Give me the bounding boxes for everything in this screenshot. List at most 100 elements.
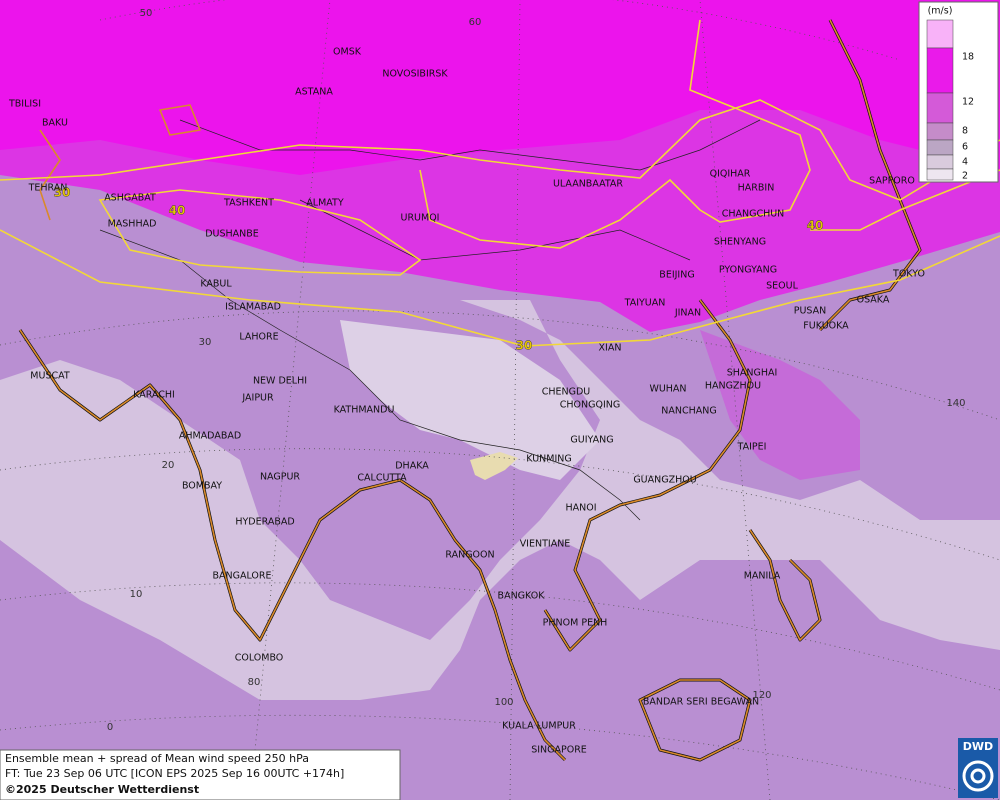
city-label: CHENGDU	[542, 387, 591, 398]
city-label: PHNOM PENH	[543, 618, 608, 629]
light-wind-area	[340, 320, 600, 480]
city-label: LAHORE	[239, 332, 278, 343]
city-label: ASHGABAT	[104, 193, 156, 204]
isotach-label: 40	[807, 219, 824, 233]
city-label: ULAANBAATAR	[553, 179, 623, 190]
moderate-wind-area	[700, 330, 860, 480]
isotach-label: 30	[54, 186, 71, 200]
isotach-label: 40	[169, 204, 186, 218]
city-label: DUSHANBE	[205, 229, 259, 240]
isotach-line	[810, 169, 1000, 231]
graticule-label: 140	[946, 398, 965, 409]
legend-swatch	[926, 168, 954, 181]
graticule-line	[509, 0, 521, 800]
legend-label: 4	[962, 157, 968, 168]
legend-labels: 18 12 8 6 4 2	[962, 52, 974, 182]
logo-box	[958, 738, 998, 798]
city-label: AHMADABAD	[179, 431, 241, 442]
graticule-label: 20	[162, 460, 175, 471]
city-label: SHANGHAI	[727, 368, 778, 379]
caption-box	[0, 749, 401, 800]
border-line	[299, 199, 691, 261]
city-label: QIQIHAR	[710, 169, 751, 180]
legend-label: 8	[962, 126, 968, 137]
coastlines	[18, 19, 922, 762]
legend-swatch	[926, 19, 954, 49]
city-label: GUIYANG	[570, 435, 613, 446]
legend-label: 2	[962, 171, 968, 182]
city-label: URUMQI	[401, 213, 440, 224]
legend-label: 18	[962, 52, 974, 63]
legend-swatch	[926, 139, 954, 156]
graticule-label: 0	[107, 722, 113, 733]
city-label: TOKYO	[892, 269, 925, 280]
city-label: CALCUTTA	[357, 473, 407, 484]
legend-label: 12	[962, 97, 974, 108]
logo-text: DWD	[963, 740, 993, 753]
city-label: HANGZHOU	[705, 381, 761, 392]
legend-unit: (m/s)	[928, 6, 953, 17]
low-wind-patch	[470, 452, 518, 480]
dwd-logo: DWD	[958, 738, 998, 798]
city-label: TAIPEI	[737, 442, 767, 453]
city-label: BOMBAY	[182, 481, 222, 492]
caption-line: ©2025 Deutscher Wetterdienst	[5, 783, 199, 796]
city-label: KATHMANDU	[334, 405, 395, 416]
graticule-label: 10	[130, 589, 143, 600]
city-label: SAPPORO	[869, 176, 915, 187]
city-label: SEOUL	[766, 281, 798, 292]
city-label: JINAN	[674, 308, 701, 319]
city-label: BANGKOK	[498, 591, 546, 602]
city-label: PUSAN	[794, 306, 827, 317]
city-label: KARACHI	[133, 390, 175, 401]
city-label: XIAN	[599, 343, 622, 354]
coastline	[639, 679, 751, 761]
city-label: CHONGQING	[560, 400, 620, 411]
city-label: VIENTIANE	[520, 539, 571, 550]
city-label: GUANGZHOU	[633, 475, 696, 486]
caption-line: FT: Tue 23 Sep 06 UTC [ICON EPS 2025 Sep…	[5, 767, 344, 780]
city-label: NEW DELHI	[253, 376, 307, 387]
graticule-label: 30	[199, 337, 212, 348]
city-label: SHENYANG	[714, 237, 766, 248]
borders	[99, 119, 761, 521]
coastline	[819, 19, 921, 331]
legend-swatch	[926, 122, 954, 141]
jet-core-area	[0, 0, 1000, 175]
graticule-line	[0, 582, 1000, 691]
city-label: BANDAR SERI BEGAWAN	[643, 697, 759, 708]
city-label: TBILISI	[8, 99, 41, 110]
caption: Ensemble mean + spread of Mean wind spee…	[0, 749, 401, 800]
city-label: ISLAMABAD	[225, 302, 281, 313]
city-label: BAKU	[42, 118, 68, 129]
legend-label: 6	[962, 142, 968, 153]
city-label: NANCHANG	[661, 406, 716, 417]
city-label: KUNMING	[526, 454, 572, 465]
city-label: TEHRAN	[28, 183, 68, 194]
legend-swatch	[926, 92, 954, 124]
legend-swatch	[926, 47, 954, 94]
city-label: HYDERABAD	[235, 517, 294, 528]
graticule-label: 100	[494, 697, 513, 708]
light-wind-area	[0, 300, 1000, 700]
graticule-label: 50	[140, 8, 153, 19]
isotach-line	[0, 229, 1000, 347]
graticule-line	[99, 0, 901, 61]
coastline	[749, 529, 821, 641]
city-label: KABUL	[200, 279, 232, 290]
city-label: HANOI	[565, 503, 596, 514]
city-label: OSAKA	[857, 295, 890, 306]
legend-swatch	[926, 154, 954, 170]
city-label: ASTANA	[295, 87, 333, 98]
isotach-line	[419, 19, 811, 249]
city-label: MUSCAT	[30, 371, 70, 382]
isotach-label: 30	[516, 339, 533, 353]
border-line	[99, 229, 641, 521]
city-label: TAIYUAN	[624, 298, 666, 309]
city-label: MASHHAD	[108, 219, 157, 230]
coastline	[39, 104, 201, 221]
city-label: MANILA	[744, 571, 781, 582]
